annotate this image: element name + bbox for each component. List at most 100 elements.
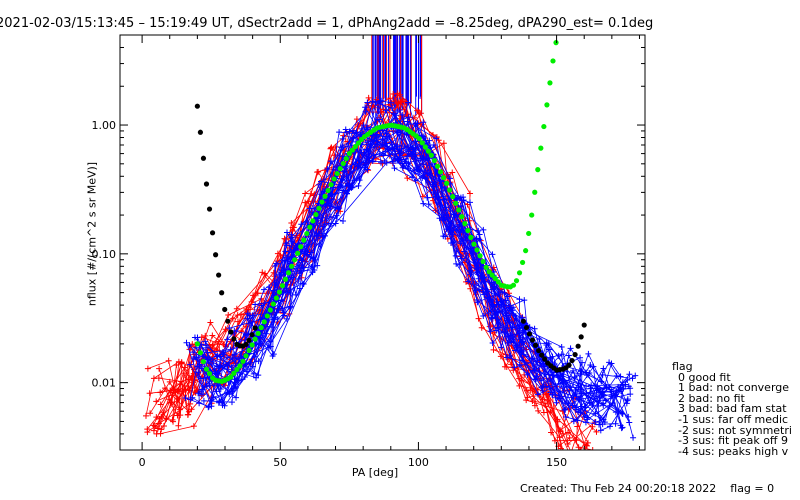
data-point xyxy=(153,430,160,437)
data-point xyxy=(608,360,615,367)
fit-point xyxy=(200,358,207,365)
data-point xyxy=(533,376,540,383)
data-point xyxy=(253,374,260,381)
data-point xyxy=(309,269,316,276)
data-point xyxy=(457,202,464,209)
fit-point xyxy=(310,218,316,224)
data-point xyxy=(389,158,396,165)
data-point xyxy=(581,464,587,470)
data-point xyxy=(184,411,191,418)
legend-item: 1 bad: not converge xyxy=(678,381,790,395)
data-point xyxy=(619,410,626,417)
data-point xyxy=(599,371,606,378)
data-point xyxy=(583,383,590,390)
fit-point xyxy=(279,283,286,289)
data-point xyxy=(405,165,412,172)
data-point xyxy=(174,395,181,402)
fit-point xyxy=(298,244,304,250)
fit-point xyxy=(231,336,237,342)
data-point xyxy=(632,372,639,379)
data-point xyxy=(574,423,581,430)
data-point xyxy=(456,261,463,268)
fit-point xyxy=(340,160,346,167)
fit-point xyxy=(440,174,447,181)
data-point xyxy=(225,312,232,319)
data-point xyxy=(226,391,233,398)
data-point xyxy=(565,352,572,359)
fit-point xyxy=(270,301,276,307)
data-point xyxy=(245,304,252,311)
fit-point xyxy=(431,157,438,164)
fit-point xyxy=(486,269,492,275)
data-point xyxy=(584,439,591,446)
data-point xyxy=(627,385,634,392)
fit-point xyxy=(243,341,249,348)
data-point xyxy=(188,406,195,413)
data-point xyxy=(252,301,259,308)
data-point xyxy=(261,286,268,293)
fit-point xyxy=(246,347,252,353)
data-point xyxy=(396,107,403,114)
fit-point xyxy=(346,151,352,157)
data-point xyxy=(430,142,437,149)
data-point xyxy=(433,135,440,142)
data-point xyxy=(165,357,172,364)
fit-point xyxy=(285,270,292,276)
data-point xyxy=(447,175,454,182)
fit-point xyxy=(480,258,486,265)
data-point xyxy=(589,447,596,450)
data-point xyxy=(490,285,497,292)
series-trace xyxy=(147,118,571,450)
fit-point xyxy=(295,250,301,256)
data-point xyxy=(156,365,163,372)
series-trace xyxy=(163,124,565,450)
data-point xyxy=(150,427,157,434)
fit-point xyxy=(301,237,307,243)
data-point xyxy=(390,90,397,97)
plot-frame xyxy=(119,34,646,451)
data-point xyxy=(190,349,197,356)
fit-point xyxy=(462,221,468,227)
fit-point xyxy=(428,152,435,158)
data-point xyxy=(342,126,349,133)
fit-point xyxy=(240,358,246,364)
data-point xyxy=(562,406,569,413)
data-point xyxy=(600,365,607,372)
data-point xyxy=(304,219,311,226)
data-point xyxy=(157,389,164,396)
data-point xyxy=(144,365,151,372)
x-tick-label: 50 xyxy=(273,456,287,469)
data-point xyxy=(158,426,165,433)
fit-point xyxy=(523,248,529,254)
data-point xyxy=(409,174,416,181)
data-point xyxy=(220,351,227,358)
fit-point xyxy=(325,187,331,194)
data-point xyxy=(224,362,231,369)
data-point xyxy=(509,324,516,331)
data-point xyxy=(623,400,630,407)
data-point xyxy=(177,412,184,419)
data-point xyxy=(224,354,231,361)
data-point xyxy=(255,358,262,365)
data-point xyxy=(290,274,297,281)
data-point xyxy=(503,354,510,361)
data-point xyxy=(618,410,625,417)
fit-point xyxy=(264,313,270,319)
data-point xyxy=(458,226,465,233)
fit-point xyxy=(541,123,547,130)
data-point xyxy=(573,437,580,444)
data-point xyxy=(309,263,316,270)
fit-point xyxy=(197,129,204,135)
data-point xyxy=(600,416,607,423)
data-point xyxy=(553,399,560,406)
fit-point xyxy=(437,169,444,175)
fit-point xyxy=(216,272,222,278)
data-point xyxy=(375,116,382,123)
data-point xyxy=(227,346,234,353)
data-point xyxy=(333,212,340,219)
data-point xyxy=(324,166,331,173)
y-tick-label: 1.00 xyxy=(92,119,117,132)
data-point xyxy=(361,164,368,171)
data-point xyxy=(524,371,531,378)
fit-point xyxy=(495,279,501,285)
